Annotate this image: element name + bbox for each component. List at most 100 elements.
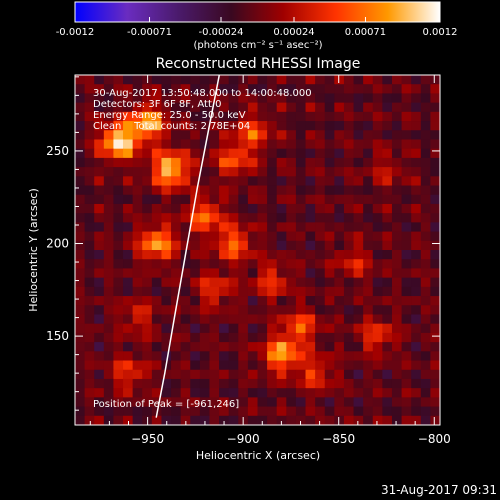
heatmap-cell	[411, 406, 422, 417]
heatmap-cell	[113, 213, 124, 223]
heatmap-cell	[372, 360, 383, 371]
heatmap-cell	[209, 130, 220, 140]
heatmap-cell	[113, 286, 124, 297]
heatmap-cell	[276, 148, 287, 159]
heatmap-cell	[305, 84, 316, 94]
heatmap-cell	[257, 240, 268, 251]
heatmap-cell	[151, 148, 162, 159]
heatmap-cell	[363, 203, 374, 214]
heatmap-cell	[363, 75, 374, 85]
heatmap-cell	[430, 259, 440, 269]
heatmap-cell	[180, 84, 191, 94]
heatmap-cell	[343, 93, 354, 104]
heatmap-cell	[123, 240, 134, 251]
heatmap-cell	[190, 378, 201, 389]
heatmap-cell	[411, 75, 422, 85]
heatmap-cell	[103, 176, 114, 186]
heatmap-cell	[334, 130, 345, 140]
heatmap-cell	[180, 406, 191, 417]
heatmap-cell	[94, 415, 105, 425]
heatmap-cell	[84, 185, 95, 196]
heatmap-cell	[180, 139, 191, 150]
heatmap-cell	[171, 102, 182, 113]
heatmap-cell	[401, 121, 412, 131]
heatmap-cell	[286, 305, 297, 315]
heatmap-cell	[190, 203, 201, 214]
heatmap-cell	[334, 397, 345, 407]
heatmap-cell	[324, 176, 335, 186]
heatmap-cell	[209, 369, 220, 380]
heatmap-cell	[372, 397, 383, 407]
heatmap-cell	[343, 75, 354, 85]
heatmap-cell	[276, 388, 287, 398]
heatmap-cell	[123, 93, 134, 104]
heatmap-cell	[276, 250, 287, 260]
heatmap-cell	[286, 213, 297, 223]
heatmap-cell	[113, 415, 124, 425]
heatmap-cell	[286, 259, 297, 269]
heatmap-cell	[411, 231, 422, 242]
heatmap-cell	[382, 111, 393, 122]
heatmap-cell	[372, 332, 383, 343]
heatmap-cell	[113, 84, 124, 94]
heatmap-cell	[267, 84, 278, 94]
heatmap-cell	[305, 378, 316, 389]
heatmap-cell	[161, 388, 172, 398]
annotation-block: 30-Aug-2017 13:50:48.000 to 14:00:48.000…	[93, 88, 312, 132]
heatmap-cell	[228, 176, 239, 186]
heatmap-cell	[132, 231, 143, 242]
heatmap-cell	[219, 231, 230, 242]
heatmap-cell	[171, 296, 182, 306]
heatmap-cell	[84, 360, 95, 371]
heatmap-cell	[334, 213, 345, 223]
heatmap-cell	[247, 203, 258, 214]
heatmap-cell	[75, 286, 86, 297]
heatmap-cell	[84, 240, 95, 251]
heatmap-cell	[267, 351, 278, 361]
heatmap-cell	[180, 388, 191, 398]
heatmap-cell	[171, 378, 182, 389]
heatmap-cell	[305, 406, 316, 417]
heatmap-cell	[75, 213, 86, 223]
heatmap-cell	[257, 415, 268, 425]
heatmap-cell	[219, 84, 230, 94]
heatmap-cell	[276, 360, 287, 371]
heatmap-cell	[295, 250, 306, 260]
heatmap-cell	[190, 277, 201, 288]
heatmap-cell	[103, 351, 114, 361]
heatmap-cell	[324, 222, 335, 232]
heatmap-cell	[142, 268, 153, 279]
heatmap-cell	[257, 213, 268, 223]
heatmap-cell	[324, 296, 335, 306]
heatmap-cell	[161, 222, 172, 232]
heatmap-cell	[315, 157, 326, 168]
heatmap-cell	[401, 296, 412, 306]
heatmap-cell	[401, 323, 412, 334]
heatmap-cell	[315, 185, 326, 196]
heatmap-cell	[420, 148, 431, 159]
heatmap-cell	[190, 351, 201, 361]
heatmap-cell	[353, 360, 364, 371]
heatmap-cell	[353, 351, 364, 361]
heatmap-cell	[267, 111, 278, 122]
heatmap-cell	[94, 351, 105, 361]
heatmap-cell	[228, 277, 239, 288]
heatmap-cell	[391, 369, 402, 380]
colorbar: -0.0012 -0.00071 -0.00024 0.00024 0.00071 0.0…	[56, 1, 458, 51]
heatmap-cell	[343, 342, 354, 352]
heatmap-cell	[372, 222, 383, 232]
heatmap-cell	[324, 415, 335, 425]
heatmap-cell	[382, 397, 393, 407]
heatmap-cell	[151, 305, 162, 315]
heatmap-cell	[161, 296, 172, 306]
heatmap-cell	[199, 167, 210, 177]
heatmap-cell	[305, 314, 316, 325]
heatmap-cell	[267, 240, 278, 251]
heatmap-cell	[315, 259, 326, 269]
heatmap-cell	[94, 259, 105, 269]
heatmap-cell	[430, 378, 440, 389]
heatmap-cell	[324, 250, 335, 260]
heatmap-cell	[75, 167, 86, 177]
heatmap-cell	[267, 139, 278, 150]
heatmap-cell	[401, 406, 412, 417]
